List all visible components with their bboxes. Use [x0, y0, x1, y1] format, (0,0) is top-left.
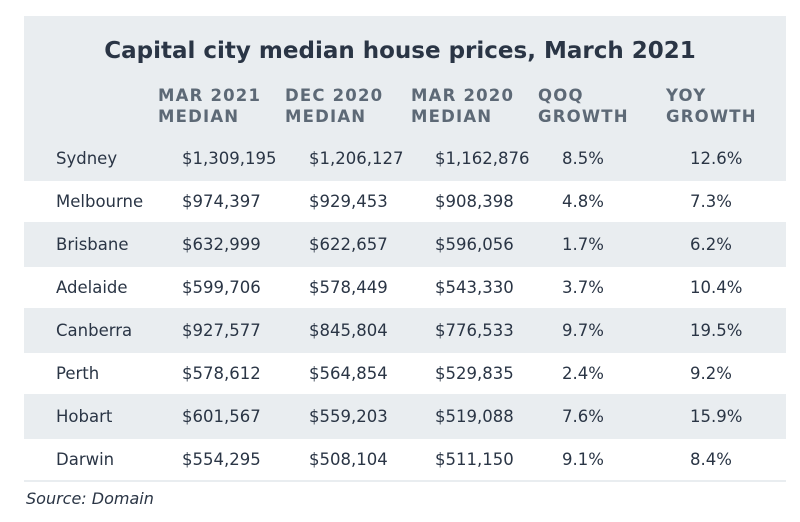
mar-2021-median-cell: $554,295	[182, 450, 261, 469]
dec-2020-median-cell: $508,104	[309, 450, 388, 469]
yoy-growth-cell: 6.2%	[690, 235, 732, 254]
yoy-growth-cell: 12.6%	[690, 149, 743, 168]
table-row: Darwin $554,295 $508,104 $511,150 9.1% 8.4%	[24, 439, 786, 480]
mar-2020-median-cell: $529,835	[435, 364, 514, 383]
yoy-growth-cell: 10.4%	[690, 278, 743, 297]
column-header-mar-2020-median: MAR 2020 MEDIAN	[411, 86, 515, 126]
mar-2021-median-cell: $601,567	[182, 407, 261, 426]
table-row: Adelaide $599,706 $578,449 $543,330 3.7% 10.4…	[24, 267, 786, 308]
city-cell: Hobart	[56, 407, 113, 426]
mar-2020-median-cell: $908,398	[435, 192, 514, 211]
mar-2021-median-cell: $974,397	[182, 192, 261, 211]
table-row: Melbourne $974,397 $929,453 $908,398 4.8% 7.3…	[24, 181, 786, 222]
dec-2020-median-cell: $578,449	[309, 278, 388, 297]
mar-2020-median-cell: $519,088	[435, 407, 514, 426]
table-row: Brisbane $632,999 $622,657 $596,056 1.7% 6.2%	[24, 224, 786, 265]
city-cell: Darwin	[56, 450, 115, 469]
yoy-growth-cell: 8.4%	[690, 450, 732, 469]
table-row: Sydney $1,309,195 $1,206,127 $1,162,876 8.5%…	[24, 138, 786, 179]
qoq-growth-cell: 9.1%	[562, 450, 604, 469]
qoq-growth-cell: 1.7%	[562, 235, 604, 254]
mar-2020-median-cell: $1,162,876	[435, 149, 530, 168]
source-note: Source: Domain	[26, 489, 154, 508]
yoy-growth-cell: 15.9%	[690, 407, 743, 426]
mar-2020-median-cell: $543,330	[435, 278, 514, 297]
table-row: Perth $578,612 $564,854 $529,835 2.4% 9.2%	[24, 353, 786, 394]
dec-2020-median-cell: $1,206,127	[309, 149, 404, 168]
qoq-growth-cell: 2.4%	[562, 364, 604, 383]
column-header-mar-2021-median: MAR 2021 MEDIAN	[158, 86, 262, 126]
mar-2020-median-cell: $511,150	[435, 450, 514, 469]
mar-2020-median-cell: $776,533	[435, 321, 514, 340]
dec-2020-median-cell: $564,854	[309, 364, 388, 383]
dec-2020-median-cell: $845,804	[309, 321, 388, 340]
city-cell: Perth	[56, 364, 100, 383]
mar-2021-median-cell: $1,309,195	[182, 149, 277, 168]
table-row: Hobart $601,567 $559,203 $519,088 7.6% 15.9%	[24, 396, 786, 437]
city-cell: Sydney	[56, 149, 118, 168]
mar-2021-median-cell: $927,577	[182, 321, 261, 340]
mar-2020-median-cell: $596,056	[435, 235, 514, 254]
mar-2021-median-cell: $632,999	[182, 235, 261, 254]
dec-2020-median-cell: $929,453	[309, 192, 388, 211]
qoq-growth-cell: 3.7%	[562, 278, 604, 297]
yoy-growth-cell: 19.5%	[690, 321, 743, 340]
qoq-growth-cell: 8.5%	[562, 149, 604, 168]
yoy-growth-cell: 9.2%	[690, 364, 732, 383]
city-cell: Canberra	[56, 321, 133, 340]
dec-2020-median-cell: $622,657	[309, 235, 388, 254]
table-row: Canberra $927,577 $845,804 $776,533 9.7% 19.5…	[24, 310, 786, 351]
yoy-growth-cell: 7.3%	[690, 192, 732, 211]
qoq-growth-cell: 7.6%	[562, 407, 604, 426]
mar-2021-median-cell: $578,612	[182, 364, 261, 383]
mar-2021-median-cell: $599,706	[182, 278, 261, 297]
city-cell: Adelaide	[56, 278, 128, 297]
qoq-growth-cell: 9.7%	[562, 321, 604, 340]
city-cell: Brisbane	[56, 235, 129, 254]
column-header-dec-2020-median: DEC 2020 MEDIAN	[285, 86, 384, 126]
qoq-growth-cell: 4.8%	[562, 192, 604, 211]
column-header-qoq-growth: QOQ GROWTH	[538, 86, 629, 126]
dec-2020-median-cell: $559,203	[309, 407, 388, 426]
table-title: Capital city median house prices, March …	[104, 38, 696, 64]
table-panel	[24, 16, 786, 482]
city-cell: Melbourne	[56, 192, 144, 211]
column-header-yoy-growth: YOY GROWTH	[666, 86, 757, 126]
